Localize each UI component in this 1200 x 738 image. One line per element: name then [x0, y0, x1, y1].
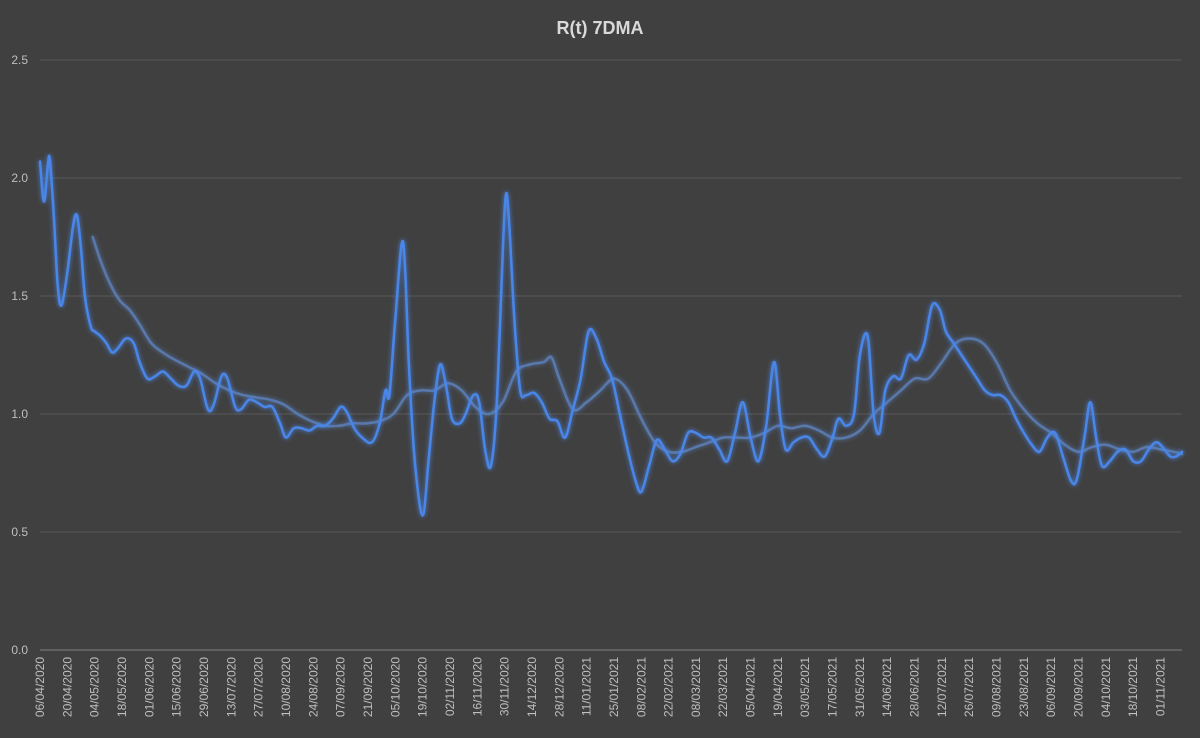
x-tick-label: 30/11/2020 — [498, 657, 512, 716]
y-tick-label: 1.5 — [11, 289, 28, 303]
x-tick-label: 25/01/2021 — [607, 657, 621, 717]
y-tick-label: 2.5 — [11, 53, 28, 67]
x-tick-label: 16/11/2020 — [470, 657, 484, 716]
series-lines — [38, 154, 1184, 517]
x-tick-label: 01/06/2020 — [142, 657, 156, 717]
x-tick-label: 21/09/2020 — [361, 657, 375, 717]
x-tick-label: 08/02/2021 — [634, 657, 648, 717]
x-tick-label: 22/03/2021 — [716, 657, 730, 717]
x-tick-label: 29/06/2020 — [197, 657, 211, 717]
x-tick-label: 19/04/2021 — [771, 657, 785, 717]
x-tick-label: 20/09/2021 — [1072, 657, 1086, 717]
x-tick-label: 04/10/2021 — [1099, 657, 1113, 717]
x-tick-label: 14/06/2021 — [880, 657, 894, 717]
x-tick-label: 19/10/2020 — [416, 657, 430, 717]
y-tick-label: 2.0 — [11, 171, 28, 185]
series-line-trend — [91, 235, 1184, 456]
x-tick-label: 05/10/2020 — [388, 657, 402, 717]
x-tick-label: 17/05/2021 — [826, 657, 840, 717]
x-tick-label: 28/06/2021 — [908, 657, 922, 717]
x-tick-label: 27/07/2020 — [252, 657, 266, 717]
x-tick-label: 06/04/2020 — [33, 657, 47, 717]
x-tick-label: 01/11/2021 — [1154, 657, 1168, 716]
x-tick-label: 05/04/2021 — [744, 657, 758, 717]
x-tick-label: 14/12/2020 — [525, 657, 539, 717]
x-tick-label: 06/09/2021 — [1044, 657, 1058, 717]
x-tick-label: 04/05/2020 — [88, 657, 102, 717]
y-axis: 0.0 0.5 1.0 1.5 2.0 2.5 — [11, 53, 28, 657]
x-tick-label: 23/08/2021 — [1017, 657, 1031, 717]
x-tick-label: 24/08/2020 — [306, 657, 320, 717]
x-tick-label: 08/03/2021 — [689, 657, 703, 717]
x-axis: 06/04/2020 20/04/2020 04/05/2020 18/05/2020… — [33, 649, 1182, 717]
x-tick-label: 13/07/2020 — [224, 657, 238, 717]
x-tick-label: 28/12/2020 — [552, 657, 566, 717]
x-tick-label: 20/04/2020 — [60, 657, 74, 717]
gridlines — [40, 59, 1182, 533]
x-tick-label: 18/05/2020 — [115, 657, 129, 717]
x-tick-label: 26/07/2021 — [962, 657, 976, 717]
y-tick-label: 1.0 — [11, 407, 28, 421]
y-tick-label: 0.0 — [11, 643, 28, 657]
y-tick-label: 0.5 — [11, 525, 28, 539]
x-tick-label: 15/06/2020 — [170, 657, 184, 717]
x-tick-label: 09/08/2021 — [990, 657, 1004, 717]
x-tick-label: 02/11/2020 — [443, 657, 457, 716]
x-tick-label: 22/02/2021 — [662, 657, 676, 717]
x-tick-label: 11/01/2021 — [580, 657, 594, 716]
x-tick-label: 03/05/2021 — [798, 657, 812, 717]
x-tick-label: 10/08/2020 — [279, 657, 293, 717]
x-tick-label: 31/05/2021 — [853, 657, 867, 717]
x-tick-label: 12/07/2021 — [935, 657, 949, 717]
chart-title: R(t) 7DMA — [556, 18, 644, 38]
reference-lines — [40, 412, 1182, 510]
x-tick-label: 07/09/2020 — [334, 657, 348, 717]
x-tick-label: 18/10/2021 — [1126, 657, 1140, 717]
series-line-rt — [38, 154, 1184, 517]
